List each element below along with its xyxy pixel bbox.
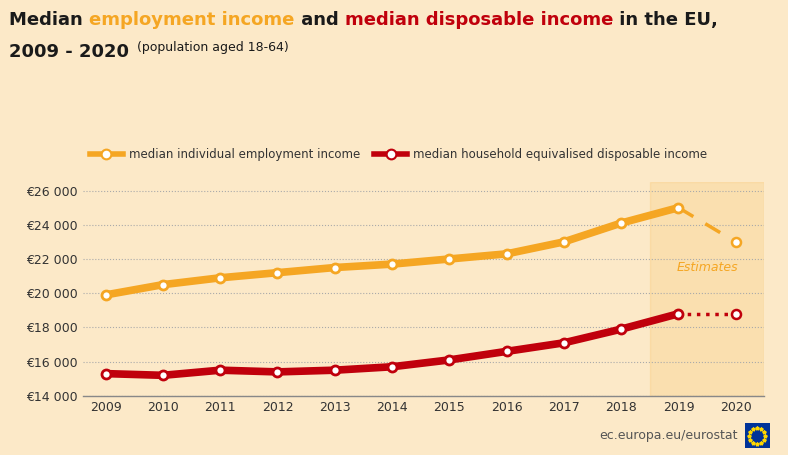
Legend: median individual employment income, median household equivalised disposable inc: median individual employment income, med… xyxy=(85,143,712,166)
Text: and: and xyxy=(295,11,345,30)
Text: employment income: employment income xyxy=(90,11,295,30)
Text: in the EU,: in the EU, xyxy=(613,11,718,30)
Text: Median: Median xyxy=(9,11,90,30)
Text: ec.europa.eu/eurostat: ec.europa.eu/eurostat xyxy=(599,429,738,442)
Bar xyxy=(650,182,764,396)
Text: Estimates: Estimates xyxy=(676,261,738,274)
Text: (population aged 18-64): (population aged 18-64) xyxy=(133,41,289,54)
Text: 2009 - 2020: 2009 - 2020 xyxy=(9,43,129,61)
Text: median disposable income: median disposable income xyxy=(345,11,613,30)
